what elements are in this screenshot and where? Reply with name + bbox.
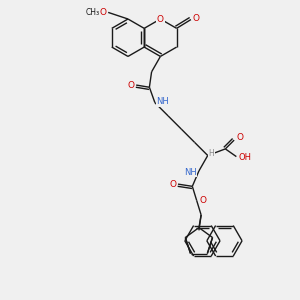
Text: NH: NH <box>184 167 196 176</box>
Text: O: O <box>99 8 106 17</box>
Text: O: O <box>193 14 200 23</box>
Text: OH: OH <box>239 153 252 162</box>
Text: H: H <box>208 149 214 158</box>
Text: O: O <box>127 81 134 90</box>
Text: NH: NH <box>156 97 169 106</box>
Text: CH₃: CH₃ <box>86 8 100 17</box>
Text: O: O <box>200 196 207 205</box>
Text: O: O <box>157 14 164 23</box>
Text: O: O <box>236 134 243 142</box>
Text: O: O <box>169 180 176 189</box>
